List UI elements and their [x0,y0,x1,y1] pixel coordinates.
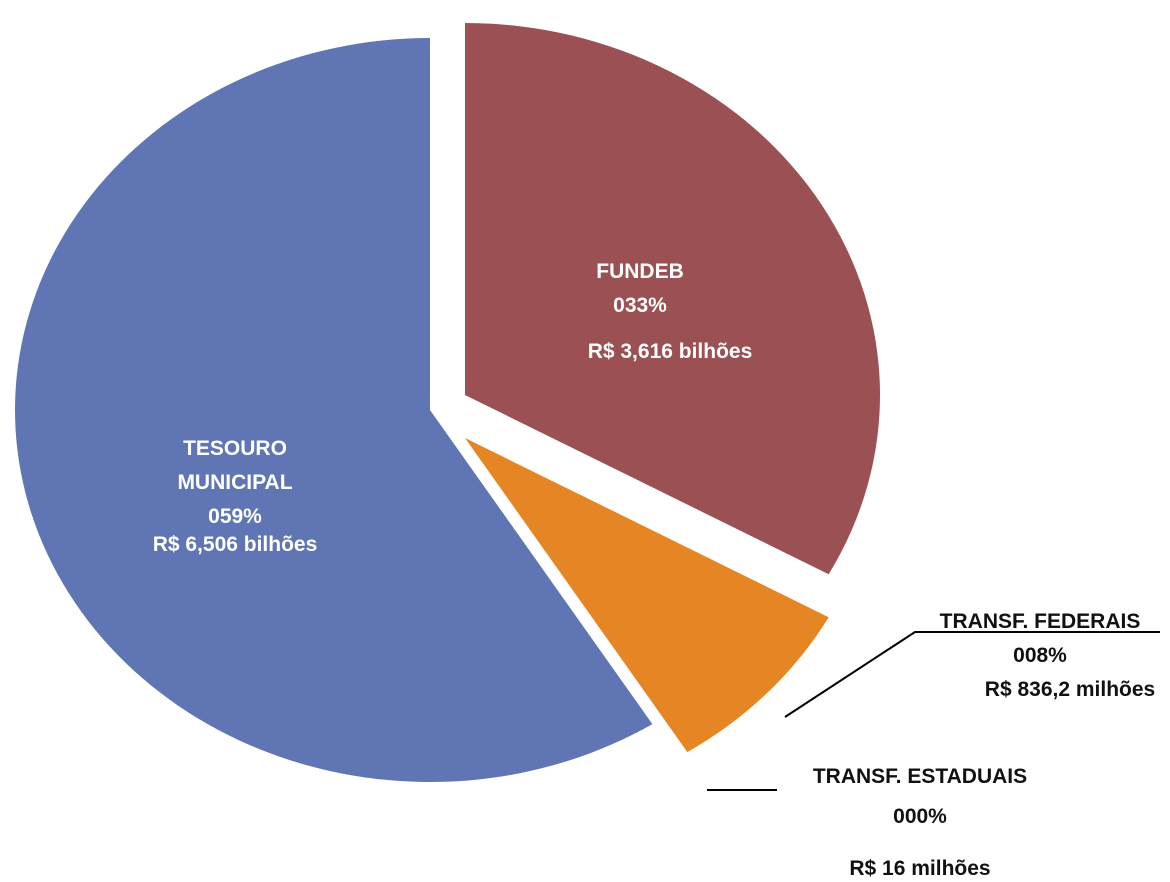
slice-label: TRANSF. ESTADUAIS 000% R$ 16 milhões [770,760,1070,882]
value-label: 033% [613,294,667,317]
value-label: 008% [1013,644,1067,667]
amount-label: R$ 16 milhões [849,857,991,880]
slice-label: TESOURO MUNICIPAL 059% R$ 6,506 bilhões [120,432,350,562]
pie-slice [14,38,653,782]
pie-slice [465,438,829,753]
pie-slice [463,440,686,755]
category-label: FUNDEB [596,260,684,283]
pie-slice [465,23,880,575]
amount-label: R$ 6,506 bilhões [152,533,318,556]
value-label: 000% [893,805,947,828]
leader-line [784,631,1160,718]
slice-label: TRANSF. FEDERAIS 008% R$ 836,2 milhões [915,605,1165,707]
category-label: TRANSF. ESTADUAIS [812,765,1028,788]
value-label: 059% [208,505,262,528]
slice-label: FUNDEB 033% R$ 3,616 bilhões [560,255,780,369]
category-label: TESOURO MUNICIPAL [177,437,293,494]
amount-label: R$ 836,2 milhões [984,678,1156,701]
amount-label: R$ 3,616 bilhões [587,340,753,363]
category-label: TRANSF. FEDERAIS [939,610,1141,633]
